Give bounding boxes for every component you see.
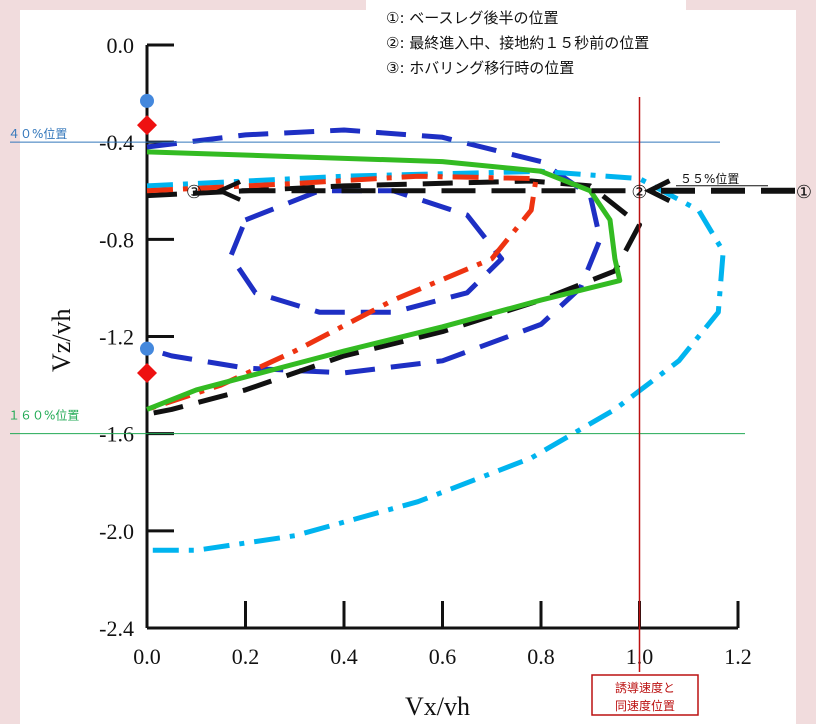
- label-55-percent: ５５%位置: [680, 171, 739, 186]
- induced-velocity-label-1: 誘導速度と: [615, 680, 675, 695]
- marker-circle: [140, 341, 154, 356]
- series-line-2: [228, 188, 505, 315]
- induced-velocity-label-2: 同速度位置: [615, 698, 675, 713]
- position-marker-3: ③: [186, 182, 202, 203]
- x-axis-label: Vx/vh: [405, 692, 470, 721]
- x-tick-label: 0.2: [232, 644, 260, 669]
- series-line-3: [146, 168, 726, 553]
- series-line-6: [146, 149, 623, 412]
- series-line-5: [146, 173, 539, 412]
- marker-diamond: [137, 115, 157, 136]
- label-160-percent: １６０%位置: [8, 408, 79, 423]
- y-axis-label: Vz/vh: [47, 308, 76, 372]
- x-tick-label: 0.4: [330, 644, 358, 669]
- arrowhead-pos2: [643, 178, 671, 203]
- arrowhead-pos3: [214, 179, 242, 202]
- legend-box: [366, 0, 686, 12]
- series-line-4: [146, 178, 642, 417]
- legend-entry-3: ③: ホバリング移行時の位置: [386, 59, 574, 77]
- y-tick-label: -0.8: [99, 227, 134, 252]
- y-tick-label: 0.0: [107, 33, 135, 58]
- x-tick-label: 0.0: [133, 644, 161, 669]
- x-tick-label: 0.8: [527, 644, 555, 669]
- x-tick-label: 0.6: [429, 644, 457, 669]
- marker-diamond: [137, 362, 157, 383]
- y-tick-label: -2.4: [99, 616, 134, 641]
- y-tick-label: -1.2: [99, 325, 134, 350]
- legend-entry-1: ①: ベースレグ後半の位置: [386, 9, 559, 27]
- y-tick-label: -2.0: [99, 519, 134, 544]
- label-40-percent: ４０%位置: [8, 126, 67, 141]
- induced-velocity-label-box: [591, 674, 699, 716]
- marker-circle: [140, 93, 154, 108]
- x-tick-label: 1.2: [724, 644, 752, 669]
- position-marker-1: ①: [796, 182, 812, 203]
- legend-entry-2: ②: 最終進入中、接地約１５秒前の位置: [386, 34, 649, 52]
- position-marker-2: ②: [631, 182, 647, 203]
